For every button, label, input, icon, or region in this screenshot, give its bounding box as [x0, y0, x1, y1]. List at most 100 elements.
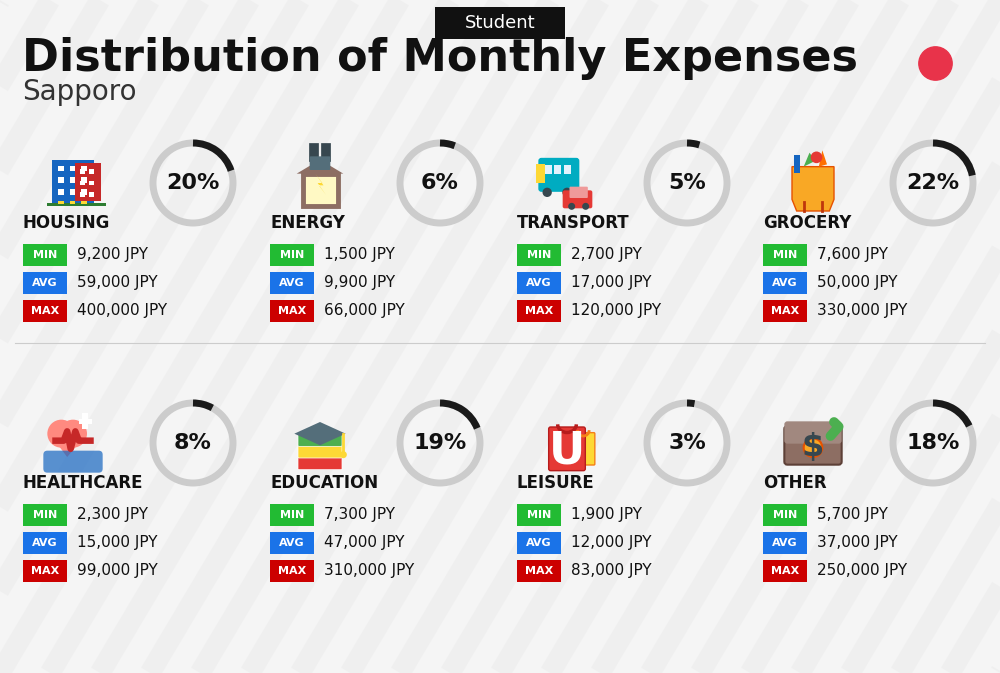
Polygon shape [297, 160, 343, 174]
FancyBboxPatch shape [517, 504, 561, 526]
Text: AVG: AVG [32, 278, 58, 288]
Text: AVG: AVG [279, 538, 305, 548]
Text: 17,000 JPY: 17,000 JPY [571, 275, 652, 291]
Text: 37,000 JPY: 37,000 JPY [817, 536, 898, 551]
FancyBboxPatch shape [23, 532, 67, 554]
Text: MAX: MAX [525, 306, 553, 316]
FancyBboxPatch shape [538, 158, 579, 192]
FancyBboxPatch shape [517, 532, 561, 554]
Text: 15,000 JPY: 15,000 JPY [77, 536, 158, 551]
Bar [81, 201, 87, 207]
Bar [58, 201, 64, 207]
Text: 22%: 22% [906, 173, 960, 193]
Text: 3%: 3% [668, 433, 706, 453]
Bar [70, 177, 75, 183]
Polygon shape [50, 433, 87, 457]
Text: 9,900 JPY: 9,900 JPY [324, 275, 395, 291]
Bar [58, 201, 64, 204]
Text: MIN: MIN [33, 250, 57, 260]
Bar [81, 177, 87, 183]
FancyBboxPatch shape [763, 244, 807, 266]
FancyBboxPatch shape [270, 532, 314, 554]
Bar [81, 189, 87, 194]
FancyBboxPatch shape [23, 300, 67, 322]
FancyBboxPatch shape [517, 300, 561, 322]
Bar [47, 203, 106, 207]
Text: 7,600 JPY: 7,600 JPY [817, 248, 888, 262]
Text: 12,000 JPY: 12,000 JPY [571, 536, 652, 551]
Bar [75, 163, 101, 201]
Text: 5%: 5% [668, 173, 706, 193]
Text: Sapporo: Sapporo [22, 78, 136, 106]
Text: ENERGY: ENERGY [270, 214, 345, 232]
Text: MIN: MIN [280, 250, 304, 260]
Text: MAX: MAX [525, 566, 553, 576]
Text: GROCERY: GROCERY [763, 214, 851, 232]
Text: AVG: AVG [279, 278, 305, 288]
Circle shape [47, 420, 75, 448]
Text: TRANSPORT: TRANSPORT [517, 214, 630, 232]
Circle shape [543, 188, 552, 197]
Text: 1,500 JPY: 1,500 JPY [324, 248, 395, 262]
FancyBboxPatch shape [23, 244, 67, 266]
Bar [58, 189, 64, 194]
Polygon shape [297, 425, 343, 443]
Text: AVG: AVG [772, 538, 798, 548]
Bar [80, 169, 85, 174]
Text: EDUCATION: EDUCATION [270, 474, 378, 492]
Text: 2,700 JPY: 2,700 JPY [571, 248, 642, 262]
Bar [316, 433, 324, 438]
Text: AVG: AVG [526, 278, 552, 288]
Text: 250,000 JPY: 250,000 JPY [817, 563, 907, 579]
Bar [89, 169, 94, 174]
FancyBboxPatch shape [298, 446, 342, 458]
Text: 400,000 JPY: 400,000 JPY [77, 304, 167, 318]
Circle shape [568, 203, 575, 210]
Text: 5,700 JPY: 5,700 JPY [817, 507, 888, 522]
Text: MAX: MAX [771, 306, 799, 316]
Text: MIN: MIN [773, 510, 797, 520]
FancyBboxPatch shape [563, 190, 592, 209]
FancyBboxPatch shape [572, 433, 595, 465]
Text: MAX: MAX [771, 566, 799, 576]
FancyBboxPatch shape [517, 560, 561, 582]
Polygon shape [804, 153, 815, 167]
Text: MIN: MIN [773, 250, 797, 260]
Text: 2,300 JPY: 2,300 JPY [77, 507, 148, 522]
Text: $: $ [802, 432, 824, 463]
Text: 19%: 19% [413, 433, 467, 453]
Bar [81, 166, 87, 172]
Bar [82, 413, 88, 429]
Text: 310,000 JPY: 310,000 JPY [324, 563, 414, 579]
Bar [58, 177, 64, 183]
Text: 1,900 JPY: 1,900 JPY [571, 507, 642, 522]
Bar [80, 192, 85, 197]
Bar [89, 192, 94, 197]
Bar [80, 180, 85, 185]
Bar [564, 166, 570, 174]
Bar [794, 155, 800, 172]
Text: AVG: AVG [32, 538, 58, 548]
Text: LEISURE: LEISURE [517, 474, 595, 492]
Text: 7,300 JPY: 7,300 JPY [324, 507, 395, 522]
Text: 120,000 JPY: 120,000 JPY [571, 304, 661, 318]
FancyBboxPatch shape [763, 272, 807, 294]
Text: 18%: 18% [906, 433, 960, 453]
Text: 6%: 6% [421, 173, 459, 193]
FancyBboxPatch shape [784, 421, 842, 444]
Text: MIN: MIN [33, 510, 57, 520]
Circle shape [811, 151, 822, 163]
FancyBboxPatch shape [435, 7, 565, 39]
FancyBboxPatch shape [298, 434, 342, 446]
Text: HOUSING: HOUSING [23, 214, 110, 232]
FancyBboxPatch shape [763, 532, 807, 554]
FancyBboxPatch shape [270, 560, 314, 582]
Bar [79, 419, 92, 425]
Bar [302, 174, 338, 207]
FancyBboxPatch shape [763, 504, 807, 526]
Text: AVG: AVG [772, 278, 798, 288]
Text: 99,000 JPY: 99,000 JPY [77, 563, 158, 579]
FancyBboxPatch shape [270, 272, 314, 294]
Circle shape [804, 438, 822, 457]
Polygon shape [819, 150, 827, 167]
